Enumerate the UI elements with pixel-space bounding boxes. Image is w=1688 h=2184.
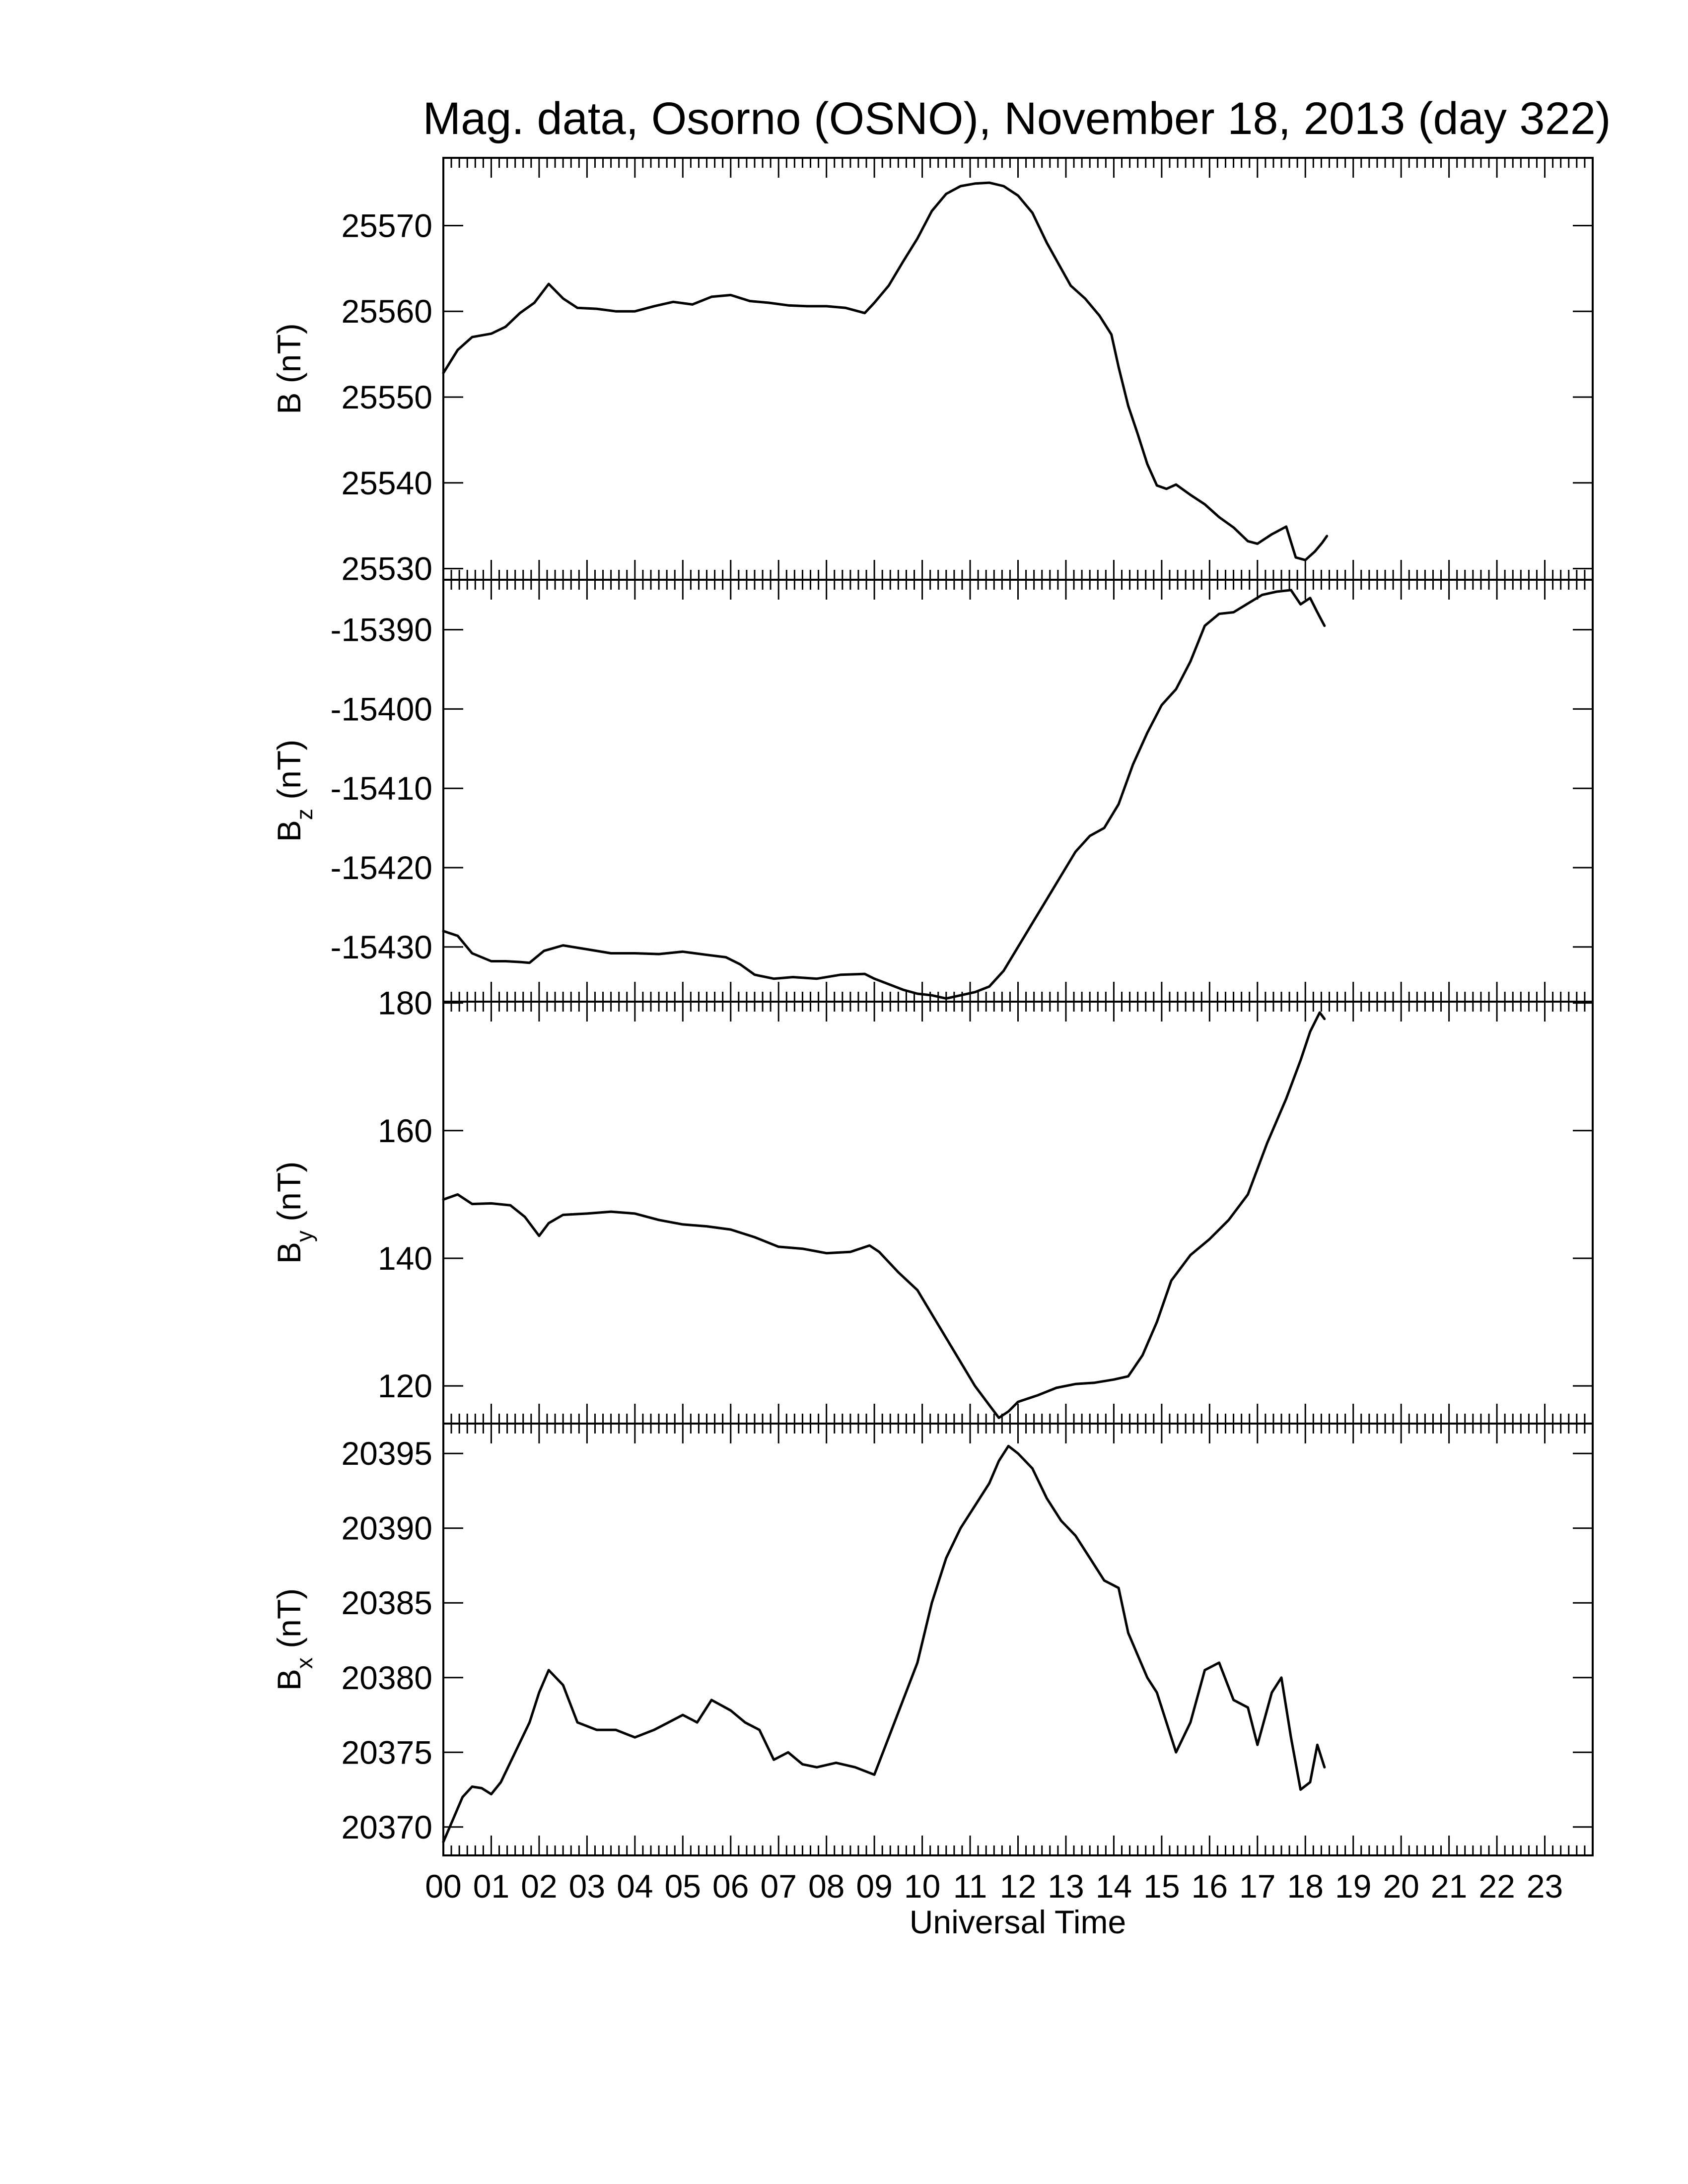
y-axis-label-main: B: [271, 1669, 307, 1691]
y-tick-label: 180: [378, 985, 432, 1022]
x-tick-label: 15: [1143, 1868, 1180, 1905]
y-axis-label-sub: z: [291, 809, 317, 820]
chart-title: Mag. data, Osorno (OSNO), November 18, 2…: [422, 93, 1611, 144]
x-tick-label: 13: [1048, 1868, 1084, 1905]
y-tick-label: 25550: [341, 379, 432, 415]
y-tick-label: -15390: [330, 612, 432, 648]
series-line: [442, 181, 1329, 561]
y-axis-label-unit: (nT): [271, 1588, 307, 1657]
x-tick-label: 06: [712, 1868, 749, 1905]
y-tick-label: 20385: [341, 1584, 432, 1621]
y-axis-label-unit: (nT): [271, 740, 307, 809]
y-tick-label: 20370: [341, 1809, 432, 1845]
x-tick-label: 02: [521, 1868, 557, 1905]
x-tick-label: 21: [1431, 1868, 1467, 1905]
series-line: [442, 1011, 1326, 1419]
panel-4: 20370 20375 20380 20385 20390 20395 Bx (nT): [271, 1423, 1594, 1856]
y-axis-label: By (nT): [271, 1161, 317, 1264]
y-axis-label-main: B: [271, 820, 307, 842]
y-axis-label: Bx (nT): [271, 1588, 317, 1691]
x-tick-label: 11: [953, 1868, 987, 1905]
y-tick-label: 20375: [341, 1734, 432, 1771]
y-tick-label: 25570: [341, 207, 432, 244]
y-axis-label-unit: (nT): [271, 1161, 307, 1230]
y-tick-label: -15400: [330, 690, 432, 727]
y-axis-label-unit: (nT): [271, 323, 307, 392]
y-tick-label: 120: [378, 1367, 432, 1404]
series-line: [442, 1444, 1326, 1843]
x-tick-label: 22: [1478, 1868, 1515, 1905]
y-tick-label: 20395: [341, 1435, 432, 1472]
y-axis-label: B (nT): [271, 323, 307, 414]
y-tick-label: 140: [378, 1240, 432, 1277]
x-tick-label: 03: [569, 1868, 605, 1905]
x-tick-label: 20: [1383, 1868, 1419, 1905]
x-tick-label: 16: [1192, 1868, 1228, 1905]
x-axis-label: Universal Time: [910, 1904, 1126, 1940]
series-line: [442, 589, 1326, 1000]
y-tick-label: 20380: [341, 1659, 432, 1696]
x-tick-label: 17: [1239, 1868, 1275, 1905]
y-tick-label: -15430: [330, 929, 432, 965]
x-tick-label: 09: [856, 1868, 892, 1905]
x-tick-label: 18: [1287, 1868, 1324, 1905]
x-axis: 00 01 02 03 04 05 06 07 08 09 10 11 12 13 14 15 16 17 18 19…: [425, 1868, 1563, 1905]
y-axis-label-sub: x: [291, 1657, 317, 1669]
y-axis-label-sub: y: [291, 1230, 317, 1242]
x-tick-label: 14: [1096, 1868, 1132, 1905]
y-tick-label: 25560: [341, 293, 432, 330]
x-tick-label: 07: [760, 1868, 796, 1905]
y-tick-label: -15420: [330, 849, 432, 886]
x-tick-label: 10: [904, 1868, 940, 1905]
panel-2: -15430 -15420 -15410 -15400 -15390 Bz (nT): [271, 579, 1594, 1003]
y-tick-label: 20390: [341, 1510, 432, 1547]
y-axis-label-main: B: [271, 393, 307, 414]
panel-3: 120 140 160 180 By (nT): [271, 985, 1594, 1425]
y-axis-label-main: B: [271, 1242, 307, 1264]
x-tick-label: 23: [1527, 1868, 1563, 1905]
y-tick-label: 160: [378, 1112, 432, 1149]
x-tick-label: 05: [665, 1868, 701, 1905]
x-tick-label: 04: [617, 1868, 653, 1905]
y-tick-label: 25540: [341, 465, 432, 501]
x-tick-label: 00: [425, 1868, 461, 1905]
x-tick-label: 12: [1000, 1868, 1036, 1905]
x-tick-label: 01: [473, 1868, 509, 1905]
x-tick-label: 08: [808, 1868, 844, 1905]
y-tick-label: -15410: [330, 770, 432, 807]
y-tick-label: 25530: [341, 550, 432, 587]
y-axis-label: Bz (nT): [271, 740, 317, 842]
panel-1: 25530 25540 25550 25560 25570 B (nT): [271, 157, 1594, 587]
x-tick-label: 19: [1335, 1868, 1371, 1905]
